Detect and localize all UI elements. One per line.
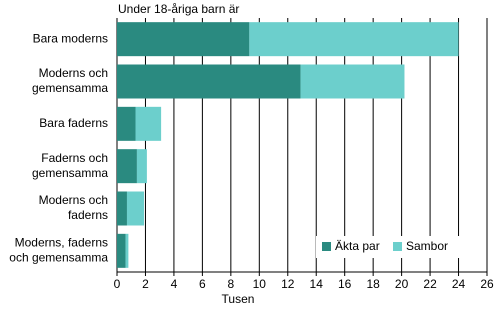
y-tick-label: Moderns, faderns [15, 236, 108, 250]
x-tick-label: 14 [310, 277, 324, 291]
bar-segment [117, 191, 127, 226]
y-tick-label: Moderns och [39, 66, 108, 80]
legend-label: Äkta par [335, 239, 380, 253]
y-tick-label: Moderns och [39, 193, 108, 207]
bar-segment [126, 191, 145, 226]
bar-segment [117, 233, 126, 268]
x-tick-label: 6 [199, 277, 206, 291]
x-tick-label: 26 [480, 277, 494, 291]
legend-swatch [322, 242, 331, 251]
x-tick-label: 12 [281, 277, 295, 291]
x-tick-label: 10 [253, 277, 267, 291]
x-tick-label: 22 [423, 277, 437, 291]
x-tick-label: 4 [171, 277, 178, 291]
y-tick-label: gemensamma [32, 81, 108, 95]
bar-segment [249, 22, 459, 57]
x-tick-label: 20 [395, 277, 409, 291]
x-tick-label: 24 [452, 277, 466, 291]
bar-segment [117, 22, 250, 57]
bar-segment [117, 149, 137, 184]
legend-swatch [393, 242, 402, 251]
legend-box [316, 236, 468, 258]
chart-title: Under 18-åriga barn är [118, 2, 239, 16]
x-tick-label: 16 [338, 277, 352, 291]
x-axis-label: Tusen [222, 292, 255, 306]
x-tick-label: 2 [142, 277, 149, 291]
x-tick-label: 18 [366, 277, 380, 291]
bar-segment [300, 64, 405, 99]
x-tick-label: 0 [114, 277, 121, 291]
bar-segment [117, 106, 136, 141]
bar-segment [135, 106, 162, 141]
bar-segment [125, 233, 129, 268]
bar-segment [136, 149, 147, 184]
y-tick-label: Bara faderns [39, 116, 108, 130]
x-tick-label: 8 [228, 277, 235, 291]
y-tick-label: Bara moderns [33, 31, 108, 45]
y-tick-label: faderns [68, 208, 108, 222]
y-tick-label: gemensamma [32, 166, 108, 180]
y-tick-label: och gemensamma [9, 251, 108, 265]
legend-label: Sambor [406, 239, 448, 253]
y-tick-label: Faderns och [41, 151, 108, 165]
bar-segment [117, 64, 301, 99]
